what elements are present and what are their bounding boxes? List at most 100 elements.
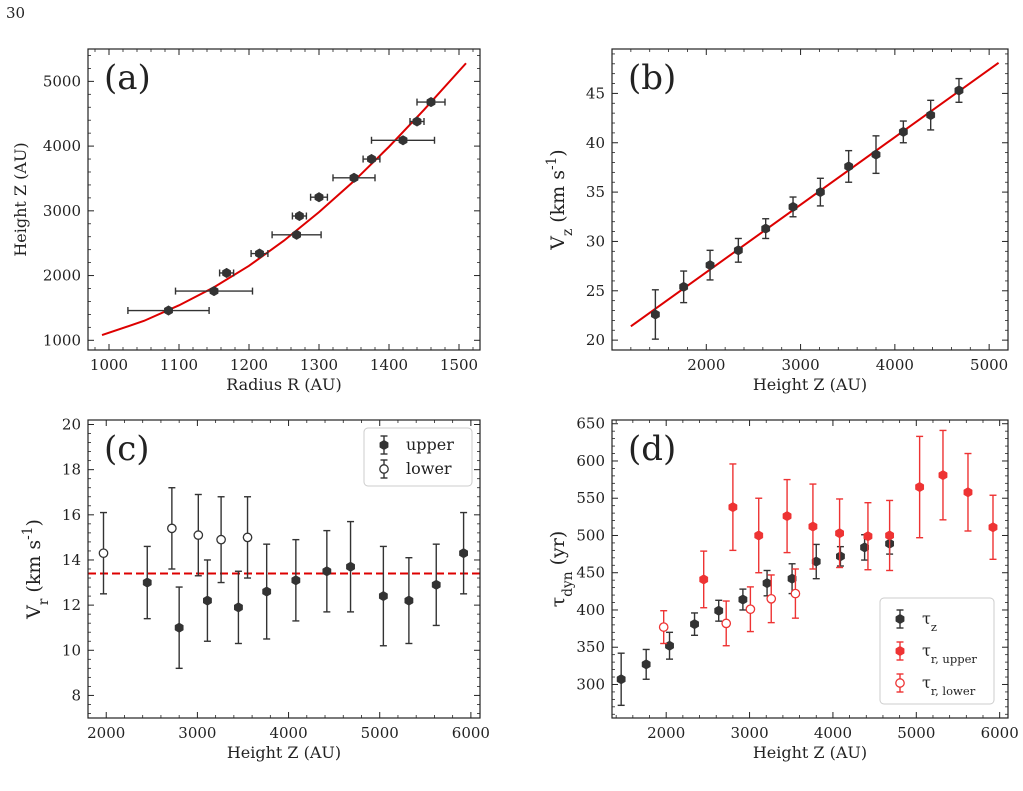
series-0 [127,96,446,316]
plot-area [630,62,1000,340]
x-tick-label: 1400 [370,356,408,374]
series-0 [650,77,964,340]
data-point [733,245,743,256]
y-tick-label: 14 [62,551,81,569]
data-point [885,530,895,541]
data-point [378,591,388,602]
x-tick-label: 5000 [970,356,1008,374]
legend-label: lower [406,459,452,478]
data-point [690,619,699,630]
data-point [790,588,801,599]
y-axis-label: Vz (km s-1) [544,149,576,250]
data-point [209,286,219,297]
y-tick-label: 12 [62,596,81,614]
y-tick-label: 40 [586,134,605,152]
data-point [142,577,152,588]
data-point [844,161,854,172]
data-point [815,187,825,198]
x-tick-label: 5000 [361,724,399,742]
x-tick-label: 4000 [269,724,307,742]
data-point [705,260,715,271]
label-part: V [547,236,569,251]
data-point [754,530,764,541]
y-tick-label: 35 [586,183,605,201]
panel-label: (c) [104,429,150,469]
data-point [871,149,881,160]
x-tick-label: 2000 [87,724,125,742]
legend-label: τr, upper [922,641,977,666]
x-axis-label: Height Z (AU) [227,743,341,762]
page-number: 30 [6,4,26,22]
x-tick-label: 3000 [730,724,768,742]
x-tick-label: 4000 [876,356,914,374]
y-tick-label: 16 [62,506,81,524]
data-point [216,534,226,545]
data-point [404,595,414,606]
data-point [787,573,797,584]
label-part: lower [406,459,452,478]
label-part: τ [922,609,931,628]
y-tick-label: 550 [576,489,605,507]
x-tick-label: 3000 [781,356,819,374]
data-point [738,594,748,605]
label-part: z [931,620,937,634]
data-point [294,210,304,222]
data-point [665,640,674,651]
x-axis-label: Radius R (AU) [226,375,342,394]
y-tick-label: 3000 [43,202,81,220]
y-tick-label: 5000 [43,72,81,90]
legend-box [363,427,473,487]
label-part: r, lower [931,684,976,698]
panel-label: (d) [628,429,676,469]
y-axis-label: Height Z (AU) [11,142,30,256]
data-point [863,531,873,542]
label-part: r [36,598,52,605]
data-point [954,85,964,96]
data-point [412,116,422,127]
data-point [938,470,948,481]
axes-frame [611,419,1009,719]
data-point [963,487,973,498]
data-point [811,556,821,567]
data-point [193,530,204,540]
x-tick-label: 1500 [440,356,478,374]
data-point [292,229,302,240]
data-point [262,586,272,597]
series-z [616,532,895,707]
y-tick-label: 10 [62,641,81,659]
y-tick-label: 45 [586,84,605,102]
series-upper [142,511,468,670]
data-point [762,578,772,589]
panel-label: (b) [628,58,676,98]
label-part: dyn [560,571,576,596]
data-point [788,201,798,212]
legend-marker [379,464,389,474]
x-tick-label: 1000 [90,356,128,374]
legend-marker [895,678,905,688]
y-tick-label: 2000 [43,267,81,285]
x-tick-label: 6000 [452,724,490,742]
data-point [641,659,651,670]
axes-frame [611,48,1009,351]
label-part: -1 [20,527,36,540]
data-point [658,622,669,632]
data-point [426,96,436,108]
data-point [836,551,845,562]
label-part: τ [922,641,931,660]
label-part: -1 [544,157,560,170]
label-part: ) [547,149,569,156]
data-point [349,172,359,183]
plot-area [101,62,467,337]
legend-label: τz [922,609,937,634]
legend-marker [895,613,905,625]
data-point [234,602,243,613]
legend: upper lower [363,427,473,487]
y-tick-label: 20 [62,416,81,434]
y-axis-label: τdyn (yr) [547,531,576,607]
data-point [898,126,908,137]
data-point [203,595,212,606]
data-point [616,674,626,685]
x-tick-label: 3000 [178,724,216,742]
y-tick-label: 25 [586,282,605,300]
